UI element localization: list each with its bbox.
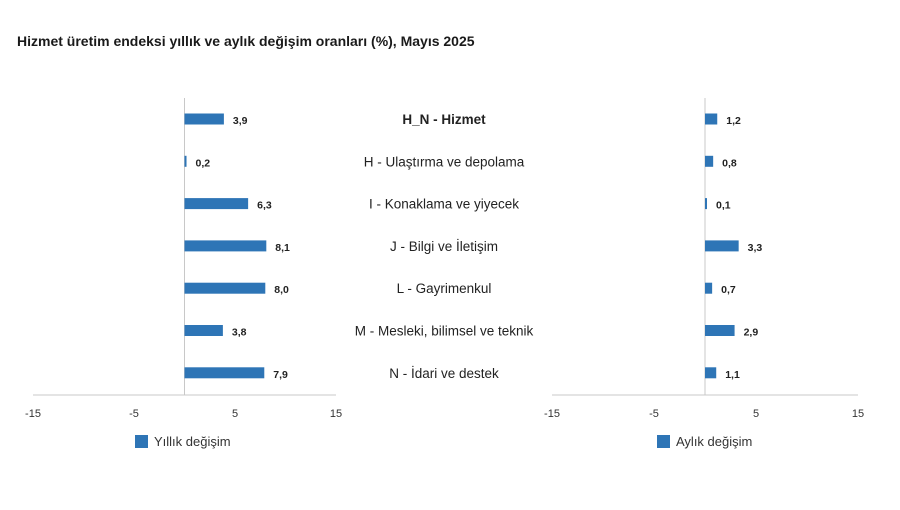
data-label-yillik: 3,8 [232,327,247,339]
category-label: L - Gayrimenkul [397,281,492,296]
data-label-aylik: 3,3 [748,242,763,254]
data-label-aylik: 0,8 [722,157,737,169]
data-label-yillik: 0,2 [196,157,211,169]
bar-yillik [184,155,187,167]
bar-aylik [705,198,707,210]
category-label: H - Ulaştırma ve depolama [364,154,525,169]
category-label: M - Mesleki, bilimsel ve teknik [355,324,534,339]
bar-yillik [184,367,265,379]
x-tick-label-yillik: -15 [25,408,41,420]
x-tick-label-yillik: -5 [129,408,139,420]
x-tick-label-aylik: -5 [649,408,659,420]
bar-aylik [705,113,718,125]
category-label: I - Konaklama ve yiyecek [369,197,519,212]
data-label-aylik: 0,1 [716,200,731,212]
data-label-aylik: 2,9 [744,327,759,339]
legend-swatch-yillik [135,435,148,448]
data-label-yillik: 8,1 [275,242,290,254]
data-label-yillik: 8,0 [274,284,289,296]
data-label-aylik: 1,2 [726,115,741,127]
data-label-aylik: 1,1 [725,369,740,381]
data-label-yillik: 3,9 [233,115,248,127]
data-label-aylik: 0,7 [721,284,736,296]
bar-aylik [705,367,717,379]
legend-yillik: Yıllık değişim [135,434,231,449]
category-label: H_N - Hizmet [402,112,486,127]
legend-label-yillik: Yıllık değişim [154,434,231,449]
legend-aylik: Aylık değişim [657,434,752,449]
legend-swatch-aylik [657,435,670,448]
x-tick-label-aylik: 5 [753,408,759,420]
bar-yillik [184,198,249,210]
bar-yillik [184,282,266,294]
legend-label-aylik: Aylık değişim [676,434,753,449]
x-tick-label-aylik: -15 [544,408,560,420]
bar-yillik [184,240,267,252]
chart-title: Hizmet üretim endeksi yıllık ve aylık de… [17,33,475,49]
category-label: N - İdari ve destek [389,366,499,381]
x-tick-label-yillik: 15 [330,408,342,420]
category-label: J - Bilgi ve İletişim [390,239,498,254]
bar-yillik [184,325,223,336]
bar-yillik [184,113,224,125]
data-label-yillik: 7,9 [273,369,288,381]
bar-aylik [705,240,739,252]
bar-aylik [705,325,735,336]
data-label-yillik: 6,3 [257,200,272,212]
x-tick-label-yillik: 5 [232,408,238,420]
bar-aylik [705,282,713,294]
bar-aylik [705,155,714,167]
x-tick-label-aylik: 15 [852,408,864,420]
